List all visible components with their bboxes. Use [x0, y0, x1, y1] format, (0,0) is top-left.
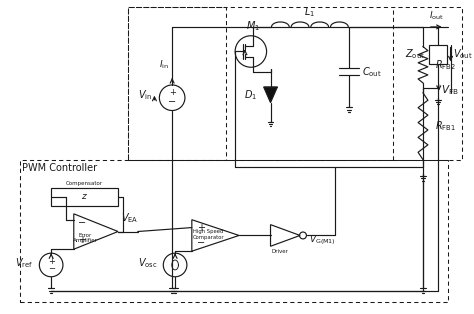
Text: +: +	[169, 88, 175, 97]
Text: −: −	[197, 238, 205, 248]
Text: $V_{\rm FB}$: $V_{\rm FB}$	[441, 83, 458, 97]
Text: $V_{\rm out}$: $V_{\rm out}$	[453, 47, 472, 61]
Text: $L_1$: $L_1$	[304, 5, 315, 19]
Text: −: −	[168, 97, 176, 107]
Text: +: +	[48, 257, 55, 266]
Bar	[128, 7, 462, 160]
Text: $V_{\rm in}$: $V_{\rm in}$	[138, 88, 153, 102]
Text: Compensator: Compensator	[66, 181, 103, 186]
Text: $Z_{\rm out}$: $Z_{\rm out}$	[405, 47, 425, 61]
Polygon shape	[264, 87, 277, 103]
Text: $M_1$: $M_1$	[246, 19, 260, 33]
Text: Comparator: Comparator	[193, 235, 224, 240]
Bar	[20, 160, 447, 302]
Bar	[429, 45, 447, 64]
Text: $V_{\rm osc}$: $V_{\rm osc}$	[137, 256, 157, 270]
Bar	[128, 7, 226, 160]
Text: $I_{\rm out}$: $I_{\rm out}$	[429, 9, 444, 22]
Text: $R_{\rm FB1}$: $R_{\rm FB1}$	[435, 119, 456, 133]
Text: $D_1$: $D_1$	[244, 88, 257, 102]
Bar	[51, 188, 118, 206]
Text: $C_{\rm out}$: $C_{\rm out}$	[362, 65, 382, 79]
Text: High Speed: High Speed	[193, 229, 224, 234]
Text: +: +	[197, 223, 205, 233]
Text: $V_{\rm ref}$: $V_{\rm ref}$	[15, 256, 34, 270]
Text: Driver: Driver	[272, 249, 289, 254]
Text: $R_{\rm FB2}$: $R_{\rm FB2}$	[435, 58, 456, 72]
Text: Error: Error	[79, 234, 92, 239]
Text: $V_{\rm G(M1)}$: $V_{\rm G(M1)}$	[309, 234, 336, 247]
Text: −: −	[78, 218, 86, 228]
Text: $I_{\rm in}$: $I_{\rm in}$	[159, 59, 169, 71]
Text: −: −	[48, 264, 55, 273]
Text: $V_{\rm EA}$: $V_{\rm EA}$	[121, 211, 138, 225]
Text: PWM Controller: PWM Controller	[22, 163, 97, 173]
Text: $z$: $z$	[81, 192, 88, 201]
Text: Amplifier: Amplifier	[73, 238, 98, 243]
Text: +: +	[78, 236, 86, 245]
